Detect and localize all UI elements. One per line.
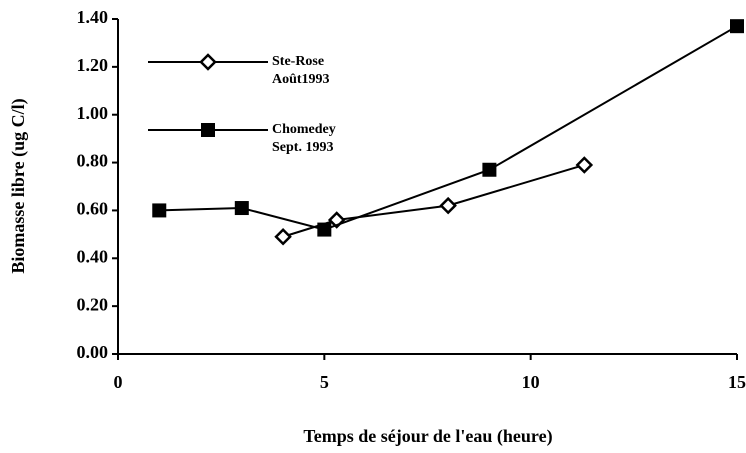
marker: [439, 196, 457, 215]
x-tick-label: 0: [114, 372, 123, 392]
marker: [317, 222, 332, 237]
y-tick-label: 0.40: [77, 246, 109, 266]
marker: [199, 53, 217, 71]
series-line: [282, 164, 585, 238]
x-tick-label: 10: [522, 372, 540, 392]
marker: [201, 123, 215, 137]
y-tick-label: 1.00: [77, 103, 109, 123]
y-tick-label: 0.20: [77, 294, 109, 314]
marker: [234, 201, 249, 216]
y-tick-label: 1.40: [77, 7, 109, 27]
marker: [482, 162, 497, 177]
legend-label: Ste-Rose Août1993: [272, 54, 330, 87]
marker: [730, 19, 744, 34]
y-tick-label: 0.60: [77, 199, 109, 219]
x-tick-label: 15: [728, 372, 746, 392]
y-tick-label: 1.20: [77, 55, 109, 75]
marker: [274, 227, 292, 246]
y-axis-label: Biomasse libre (ug C/l): [8, 98, 29, 273]
legend-label: Chomedey Sept. 1993: [272, 122, 336, 155]
x-tick-label: 5: [320, 372, 329, 392]
x-axis-label: Temps de séjour de l'eau (heure): [303, 426, 552, 447]
y-tick-label: 0.00: [77, 342, 109, 362]
y-tick-label: 0.80: [77, 151, 109, 171]
marker: [575, 156, 594, 174]
marker: [152, 203, 167, 218]
